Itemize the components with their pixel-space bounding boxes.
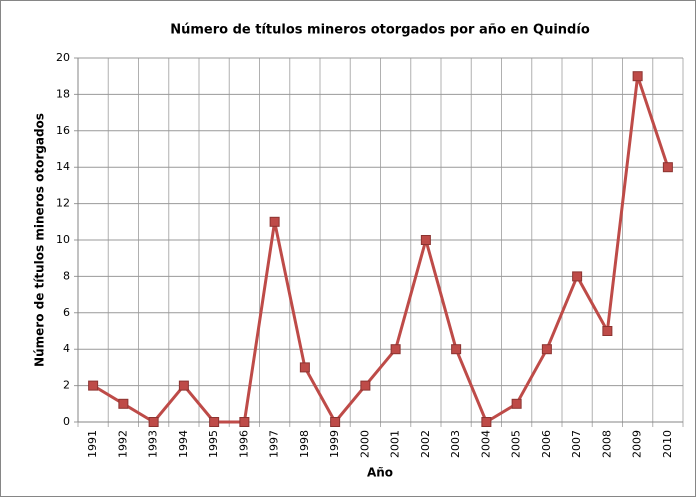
y-tick-label: 14 [56,160,70,173]
chart-title: Número de títulos mineros otorgados por … [170,23,590,38]
data-marker [420,235,431,245]
y-tick-label: 2 [63,379,70,392]
data-marker [330,417,341,427]
data-marker [511,398,522,409]
data-marker [239,417,250,427]
data-marker [178,380,189,391]
y-tick-label: 12 [56,197,70,210]
x-tick-label: 1996 [237,430,250,458]
x-tick-label: 2007 [570,430,583,458]
x-tick-label: 2010 [661,430,674,458]
y-tick-label: 6 [63,306,70,319]
x-tick-label: 1997 [268,430,281,458]
data-marker [541,344,552,355]
x-tick-label: 2001 [389,430,402,458]
data-marker [360,380,371,391]
data-marker [602,326,613,336]
data-marker [390,344,401,355]
y-tick-label: 20 [56,51,70,64]
data-marker [662,162,673,173]
data-line [92,74,670,424]
x-tick-label: 1995 [207,430,220,458]
y-tick-label: 18 [56,87,70,100]
x-tick-label: 1999 [328,430,341,458]
x-tick-label: 2000 [358,430,371,458]
x-tick-label: 1991 [86,430,99,458]
y-axis-label: Número de títulos mineros otorgados [33,113,47,367]
data-marker [209,417,220,427]
data-marker [572,271,583,282]
data-marker [118,398,129,409]
x-tick-label: 2003 [449,430,462,458]
data-marker [481,417,492,427]
x-axis-label: Año [367,466,393,480]
x-tick-label: 2009 [631,430,644,458]
data-marker [148,417,159,427]
x-tick-label: 1994 [177,430,190,458]
x-tick-label: 1993 [147,430,160,458]
data-marker [88,380,99,391]
x-tick-label: 2004 [479,430,492,458]
y-tick-label: 0 [63,415,70,428]
data-marker [269,216,280,227]
x-tick-label: 2006 [540,430,553,458]
x-tick-label: 2005 [510,430,523,458]
data-marker [451,344,462,355]
y-tick-label: 10 [56,233,70,246]
data-marker [632,71,643,82]
y-tick-label: 16 [56,124,70,137]
y-tick-label: 4 [63,342,70,355]
x-tick-label: 1998 [298,430,311,458]
x-tick-label: 2002 [419,430,432,458]
x-tick-label: 2008 [600,430,613,458]
y-tick-label: 8 [63,269,70,282]
data-marker [299,362,310,373]
x-tick-label: 1992 [116,430,129,458]
